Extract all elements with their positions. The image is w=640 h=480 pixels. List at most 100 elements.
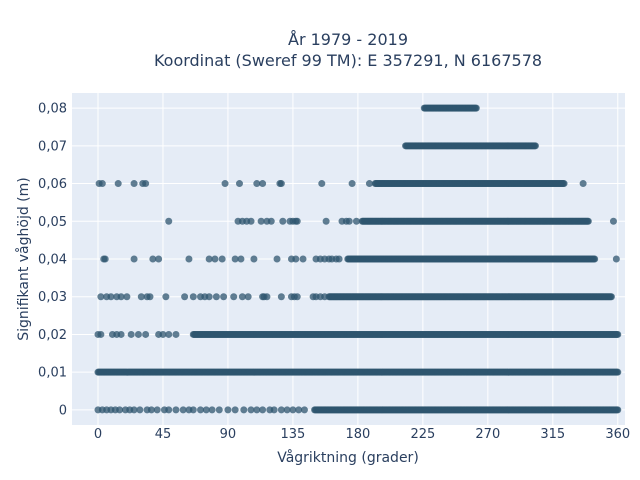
data-point (117, 330, 125, 338)
data-point (98, 180, 106, 188)
data-point (244, 293, 252, 301)
data-point (612, 255, 620, 263)
data-point (277, 406, 285, 414)
data-point (197, 406, 205, 414)
data-point (189, 406, 197, 414)
data-point (205, 255, 213, 263)
data-point (162, 293, 170, 301)
data-point (172, 330, 180, 338)
data-point (263, 293, 271, 301)
data-point (607, 293, 615, 301)
data-points (94, 104, 622, 414)
data-point (238, 293, 246, 301)
y-tick-label: 0,02 (38, 328, 67, 343)
data-point (352, 217, 360, 225)
data-point (221, 180, 229, 188)
data-point (123, 293, 131, 301)
data-point (300, 406, 308, 414)
data-point (185, 255, 193, 263)
data-point (348, 180, 356, 188)
data-point (172, 406, 180, 414)
data-point (257, 217, 265, 225)
data-point (318, 180, 326, 188)
data-point (240, 406, 248, 414)
x-tick-label: 270 (475, 427, 500, 442)
data-point (609, 217, 617, 225)
data-point (117, 293, 125, 301)
data-point (149, 255, 157, 263)
data-point (208, 406, 216, 414)
data-point (231, 406, 239, 414)
y-tick-label: 0,03 (38, 290, 67, 305)
data-point (181, 293, 189, 301)
data-point (179, 406, 187, 414)
data-point (259, 406, 267, 414)
data-point (116, 406, 124, 414)
data-point (237, 255, 245, 263)
data-point (273, 255, 281, 263)
y-axis-title: Signifikant våghöjd (m) (15, 177, 32, 340)
data-point (146, 293, 154, 301)
x-axis-tick-labels: 0 45 90 135 180 225 270 315 360 (94, 427, 630, 442)
data-point (97, 330, 105, 338)
data-point (289, 406, 297, 414)
y-tick-label: 0,05 (38, 215, 67, 230)
data-point (130, 180, 138, 188)
data-point (189, 293, 197, 301)
data-point (591, 255, 599, 263)
data-point (137, 293, 145, 301)
data-point (205, 293, 213, 301)
data-point (270, 406, 278, 414)
data-point (114, 180, 122, 188)
data-point (247, 406, 255, 414)
data-point (614, 368, 622, 376)
data-point (218, 255, 226, 263)
chart-title-line-1: År 1979 - 2019 (288, 30, 408, 49)
y-tick-label: 0,01 (38, 366, 67, 381)
data-point (277, 293, 285, 301)
y-tick-label: 0,06 (38, 177, 67, 192)
y-axis-tick-labels: 0 0,01 0,02 0,03 0,04 0,05 0,06 0,07 0,08 (38, 102, 67, 419)
data-point (224, 406, 232, 414)
data-point (142, 180, 150, 188)
data-point (155, 255, 163, 263)
data-point (230, 293, 238, 301)
x-axis-title: Vågriktning (grader) (277, 449, 419, 466)
x-tick-label: 135 (280, 427, 305, 442)
data-point (153, 406, 161, 414)
data-point (293, 293, 301, 301)
data-point (202, 406, 210, 414)
x-tick-label: 180 (345, 427, 370, 442)
data-point (259, 180, 267, 188)
data-point (97, 293, 105, 301)
data-point (159, 330, 167, 338)
data-point (165, 217, 173, 225)
data-point (283, 406, 291, 414)
data-point (142, 330, 150, 338)
data-point (211, 255, 219, 263)
data-point (299, 255, 307, 263)
x-tick-label: 0 (94, 427, 102, 442)
x-tick-label: 45 (155, 427, 172, 442)
y-tick-label: 0,04 (38, 253, 67, 268)
data-point (136, 406, 144, 414)
data-point (295, 406, 303, 414)
data-point (134, 330, 142, 338)
data-point (253, 180, 261, 188)
data-point (253, 406, 261, 414)
data-point (235, 180, 243, 188)
data-point (579, 180, 587, 188)
data-point (531, 142, 539, 150)
y-tick-label: 0,08 (38, 102, 67, 117)
data-point (345, 217, 353, 225)
x-tick-label: 360 (605, 427, 630, 442)
data-point (247, 217, 255, 225)
data-point (147, 406, 155, 414)
x-tick-label: 315 (540, 427, 565, 442)
data-point (165, 330, 173, 338)
data-point (279, 217, 287, 225)
y-tick-label: 0 (59, 403, 67, 418)
data-point (165, 406, 173, 414)
data-point (212, 293, 220, 301)
